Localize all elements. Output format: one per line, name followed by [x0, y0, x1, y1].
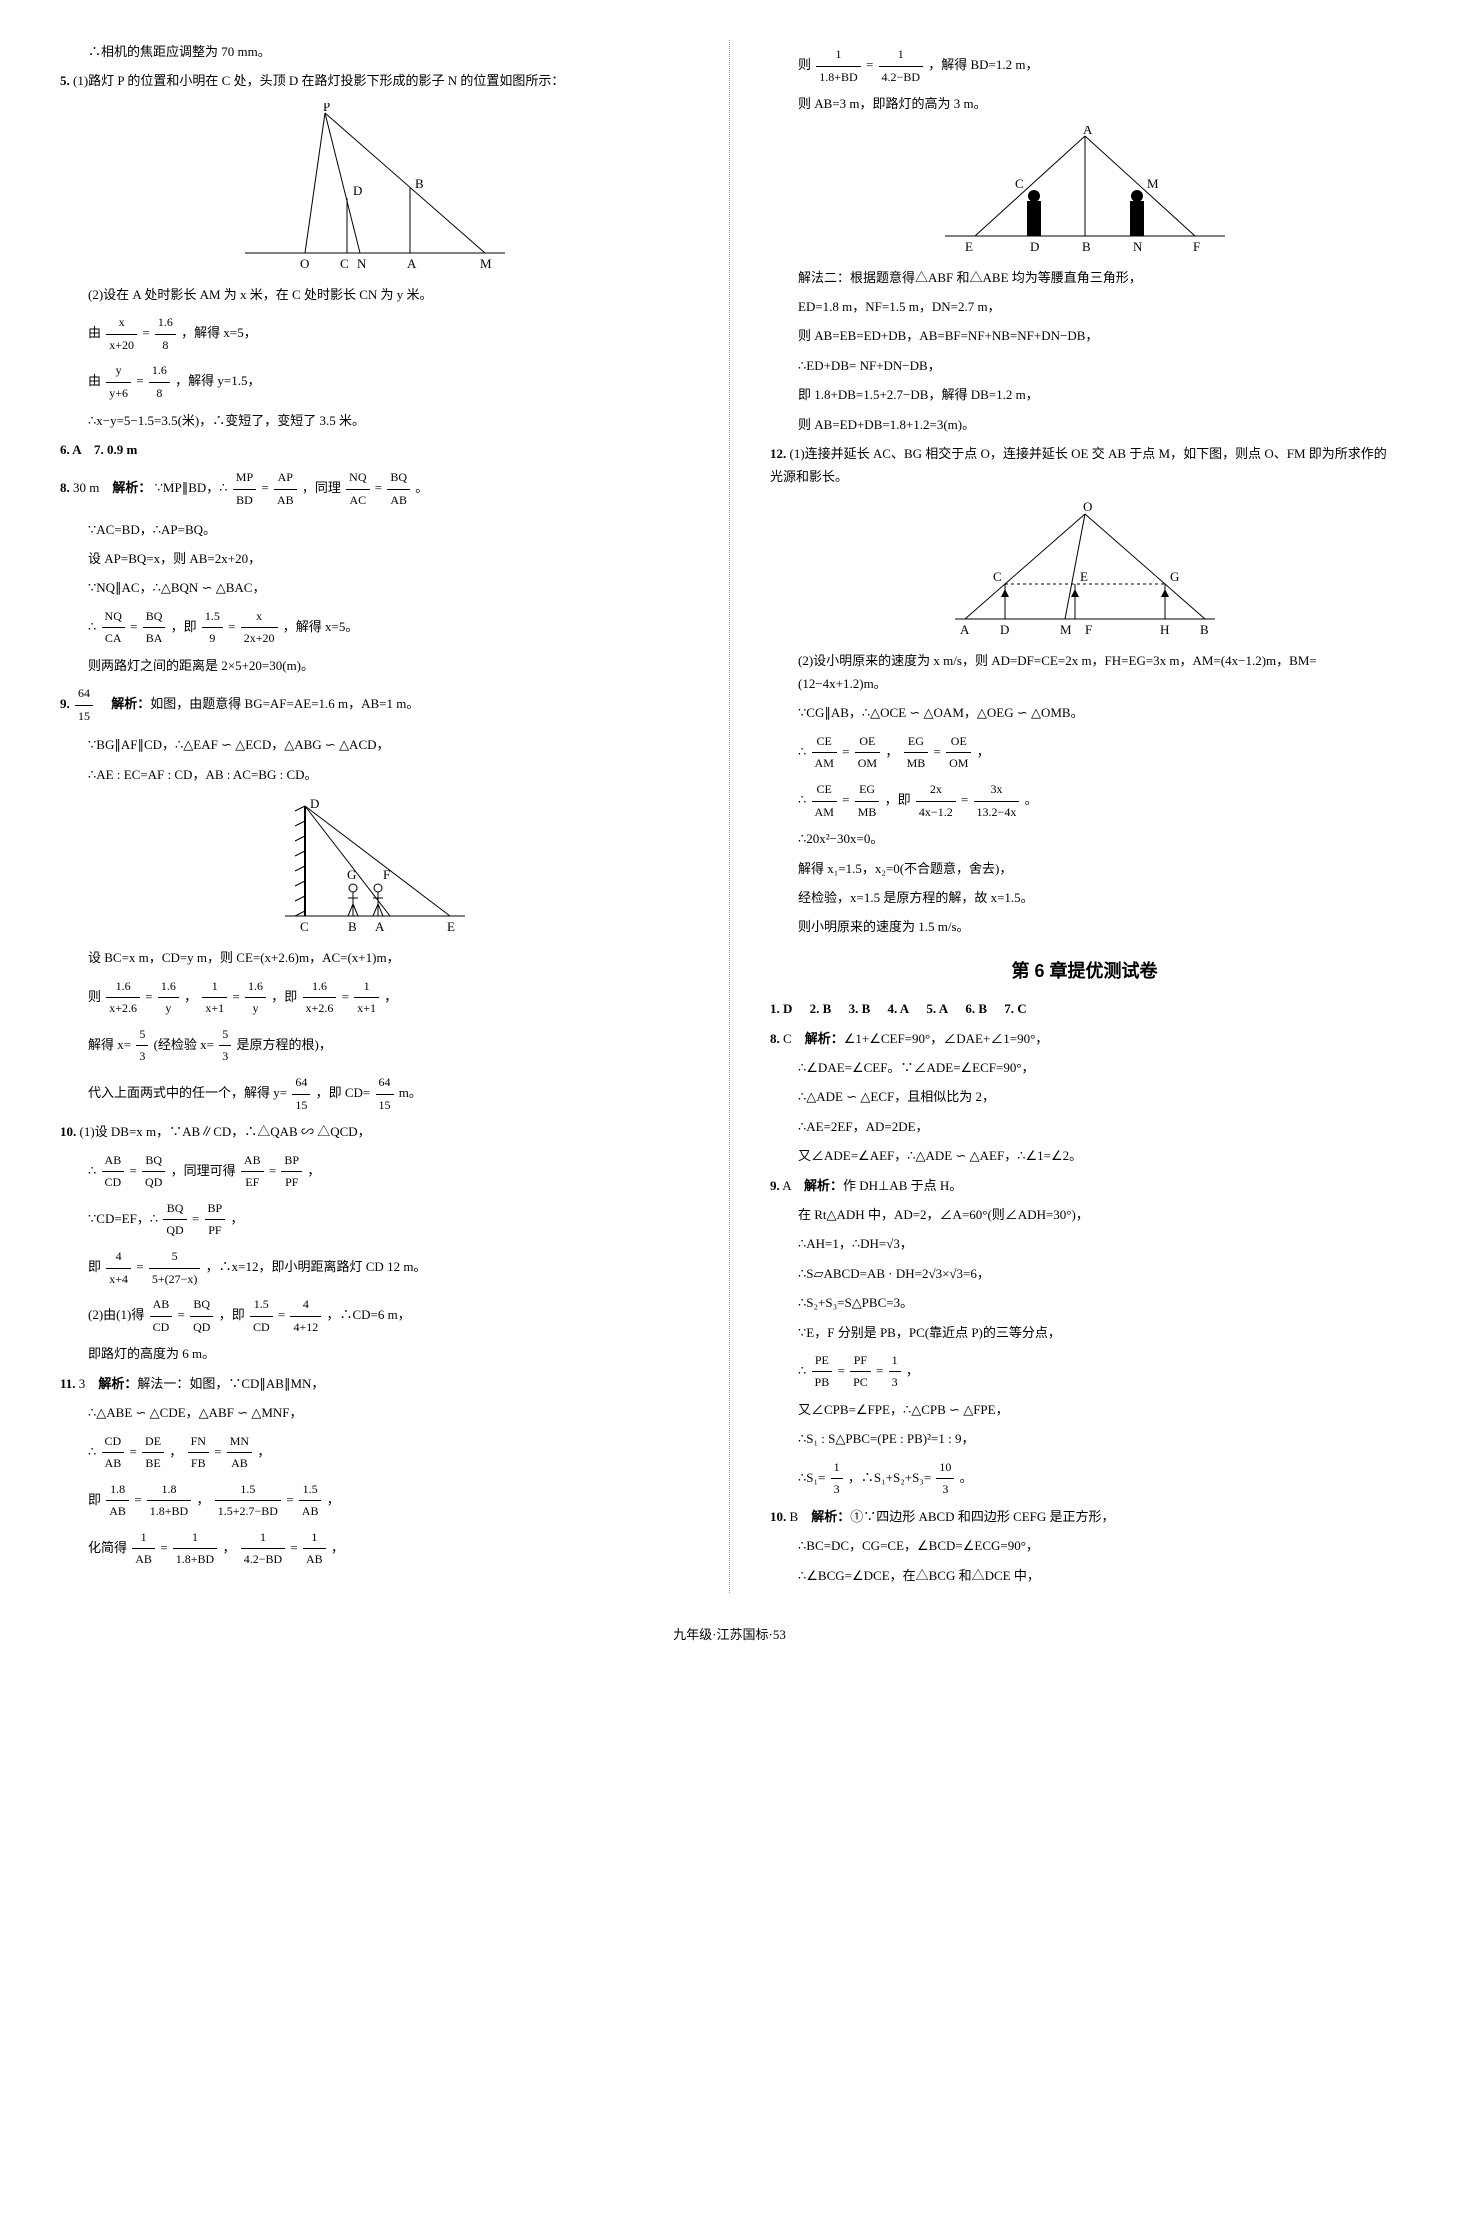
answer-row-1: 1. D 2. B 3. B 4. A 5. A 6. B 7. C	[770, 997, 1399, 1020]
svg-text:A: A	[1083, 126, 1093, 137]
svg-text:C: C	[340, 256, 349, 271]
fig1-svg: P D B O C N A M	[235, 103, 515, 273]
ch6-problem-8: 8. C 解析：∠1+∠CEF=90°，∠DAE+∠1=90°，	[770, 1027, 1399, 1050]
svg-text:M: M	[1060, 622, 1072, 637]
figure-4: O C E G A D M F H B	[770, 499, 1399, 639]
svg-text:C: C	[993, 569, 1002, 584]
svg-text:E: E	[447, 919, 455, 934]
p5-2: (2)设在 A 处时影长 AM 为 x 米，在 C 处时影长 CN 为 y 米。	[60, 283, 689, 306]
svg-text:M: M	[480, 256, 492, 271]
svg-text:A: A	[407, 256, 417, 271]
svg-text:O: O	[1083, 499, 1092, 514]
figure-1: P D B O C N A M	[60, 103, 689, 273]
ch6-problem-9: 9. A 解析：作 DH⊥AB 于点 H。	[770, 1174, 1399, 1197]
svg-text:D: D	[1000, 622, 1009, 637]
page-columns: ∴相机的焦距应调整为 70 mm。 5. (1)路灯 P 的位置和小明在 C 处…	[60, 40, 1399, 1593]
problem-12: 12. (1)连接并延长 AC、BG 相交于点 O，连接并延长 OE 交 AB …	[770, 442, 1399, 489]
svg-text:C: C	[300, 919, 309, 934]
p5-conc: ∴x−y=5−1.5=3.5(米)，∴变短了，变短了 3.5 米。	[60, 409, 689, 432]
right-column: 则 11.8+BD = 14.2−BD ，解得 BD=1.2 m， 则 AB=3…	[770, 40, 1399, 1593]
svg-text:P: P	[323, 103, 330, 114]
svg-text:F: F	[383, 867, 390, 882]
svg-text:D: D	[353, 183, 362, 198]
page-footer: 九年级·江苏国标·53	[60, 1623, 1399, 1646]
svg-text:N: N	[1133, 239, 1143, 254]
svg-text:E: E	[965, 239, 973, 254]
svg-text:B: B	[348, 919, 357, 934]
num-5: 5.	[60, 73, 70, 88]
svg-text:G: G	[1170, 569, 1179, 584]
svg-text:F: F	[1193, 239, 1200, 254]
svg-text:B: B	[415, 176, 424, 191]
p5-text: (1)路灯 P 的位置和小明在 C 处，头顶 D 在路灯投影下形成的影子 N 的…	[73, 73, 564, 88]
problem-10: 10. (1)设 DB=x m，∵AB∥CD，∴△QAB ∽ △QCD，	[60, 1120, 689, 1143]
column-divider	[729, 40, 730, 1593]
problem-9: 9. 6415 解析：如图，由题意得 BG=AF=AE=1.6 m，AB=1 m…	[60, 683, 689, 727]
svg-text:B: B	[1200, 622, 1209, 637]
svg-text:D: D	[1030, 239, 1039, 254]
svg-text:G: G	[347, 867, 356, 882]
figure-3: A C M E D B N F	[770, 126, 1399, 256]
problem-8: 8. 30 m 解析： ∵MP∥BD，∴ MPBD = APAB ，同理 NQA…	[60, 467, 689, 511]
problem-5: 5. (1)路灯 P 的位置和小明在 C 处，头顶 D 在路灯投影下形成的影子 …	[60, 69, 689, 92]
svg-text:D: D	[310, 796, 319, 811]
svg-text:B: B	[1082, 239, 1091, 254]
svg-text:N: N	[357, 256, 367, 271]
svg-text:M: M	[1147, 176, 1159, 191]
chapter-6-title: 第 6 章提优测试卷	[770, 955, 1399, 987]
ch6-problem-10: 10. B 解析：①∵四边形 ABCD 和四边形 CEFG 是正方形，	[770, 1505, 1399, 1528]
p4-conclusion: ∴相机的焦距应调整为 70 mm。	[60, 40, 689, 63]
svg-text:F: F	[1085, 622, 1092, 637]
svg-text:O: O	[300, 256, 309, 271]
p6-7: 6. A 7. 0.9 m	[60, 438, 689, 461]
svg-text:A: A	[960, 622, 970, 637]
p5-eq2: 由 yy+6 = 1.68 ，解得 y=1.5，	[88, 360, 689, 404]
figure-2: D G F C B A E	[60, 796, 689, 936]
svg-text:C: C	[1015, 176, 1024, 191]
left-column: ∴相机的焦距应调整为 70 mm。 5. (1)路灯 P 的位置和小明在 C 处…	[60, 40, 689, 1593]
svg-text:A: A	[375, 919, 385, 934]
svg-text:E: E	[1080, 569, 1088, 584]
problem-11: 11. 3 解析：解法一：如图，∵CD∥AB∥MN，	[60, 1372, 689, 1395]
svg-text:H: H	[1160, 622, 1169, 637]
p5-eq1: 由 xx+20 = 1.68 ，解得 x=5，	[88, 312, 689, 356]
